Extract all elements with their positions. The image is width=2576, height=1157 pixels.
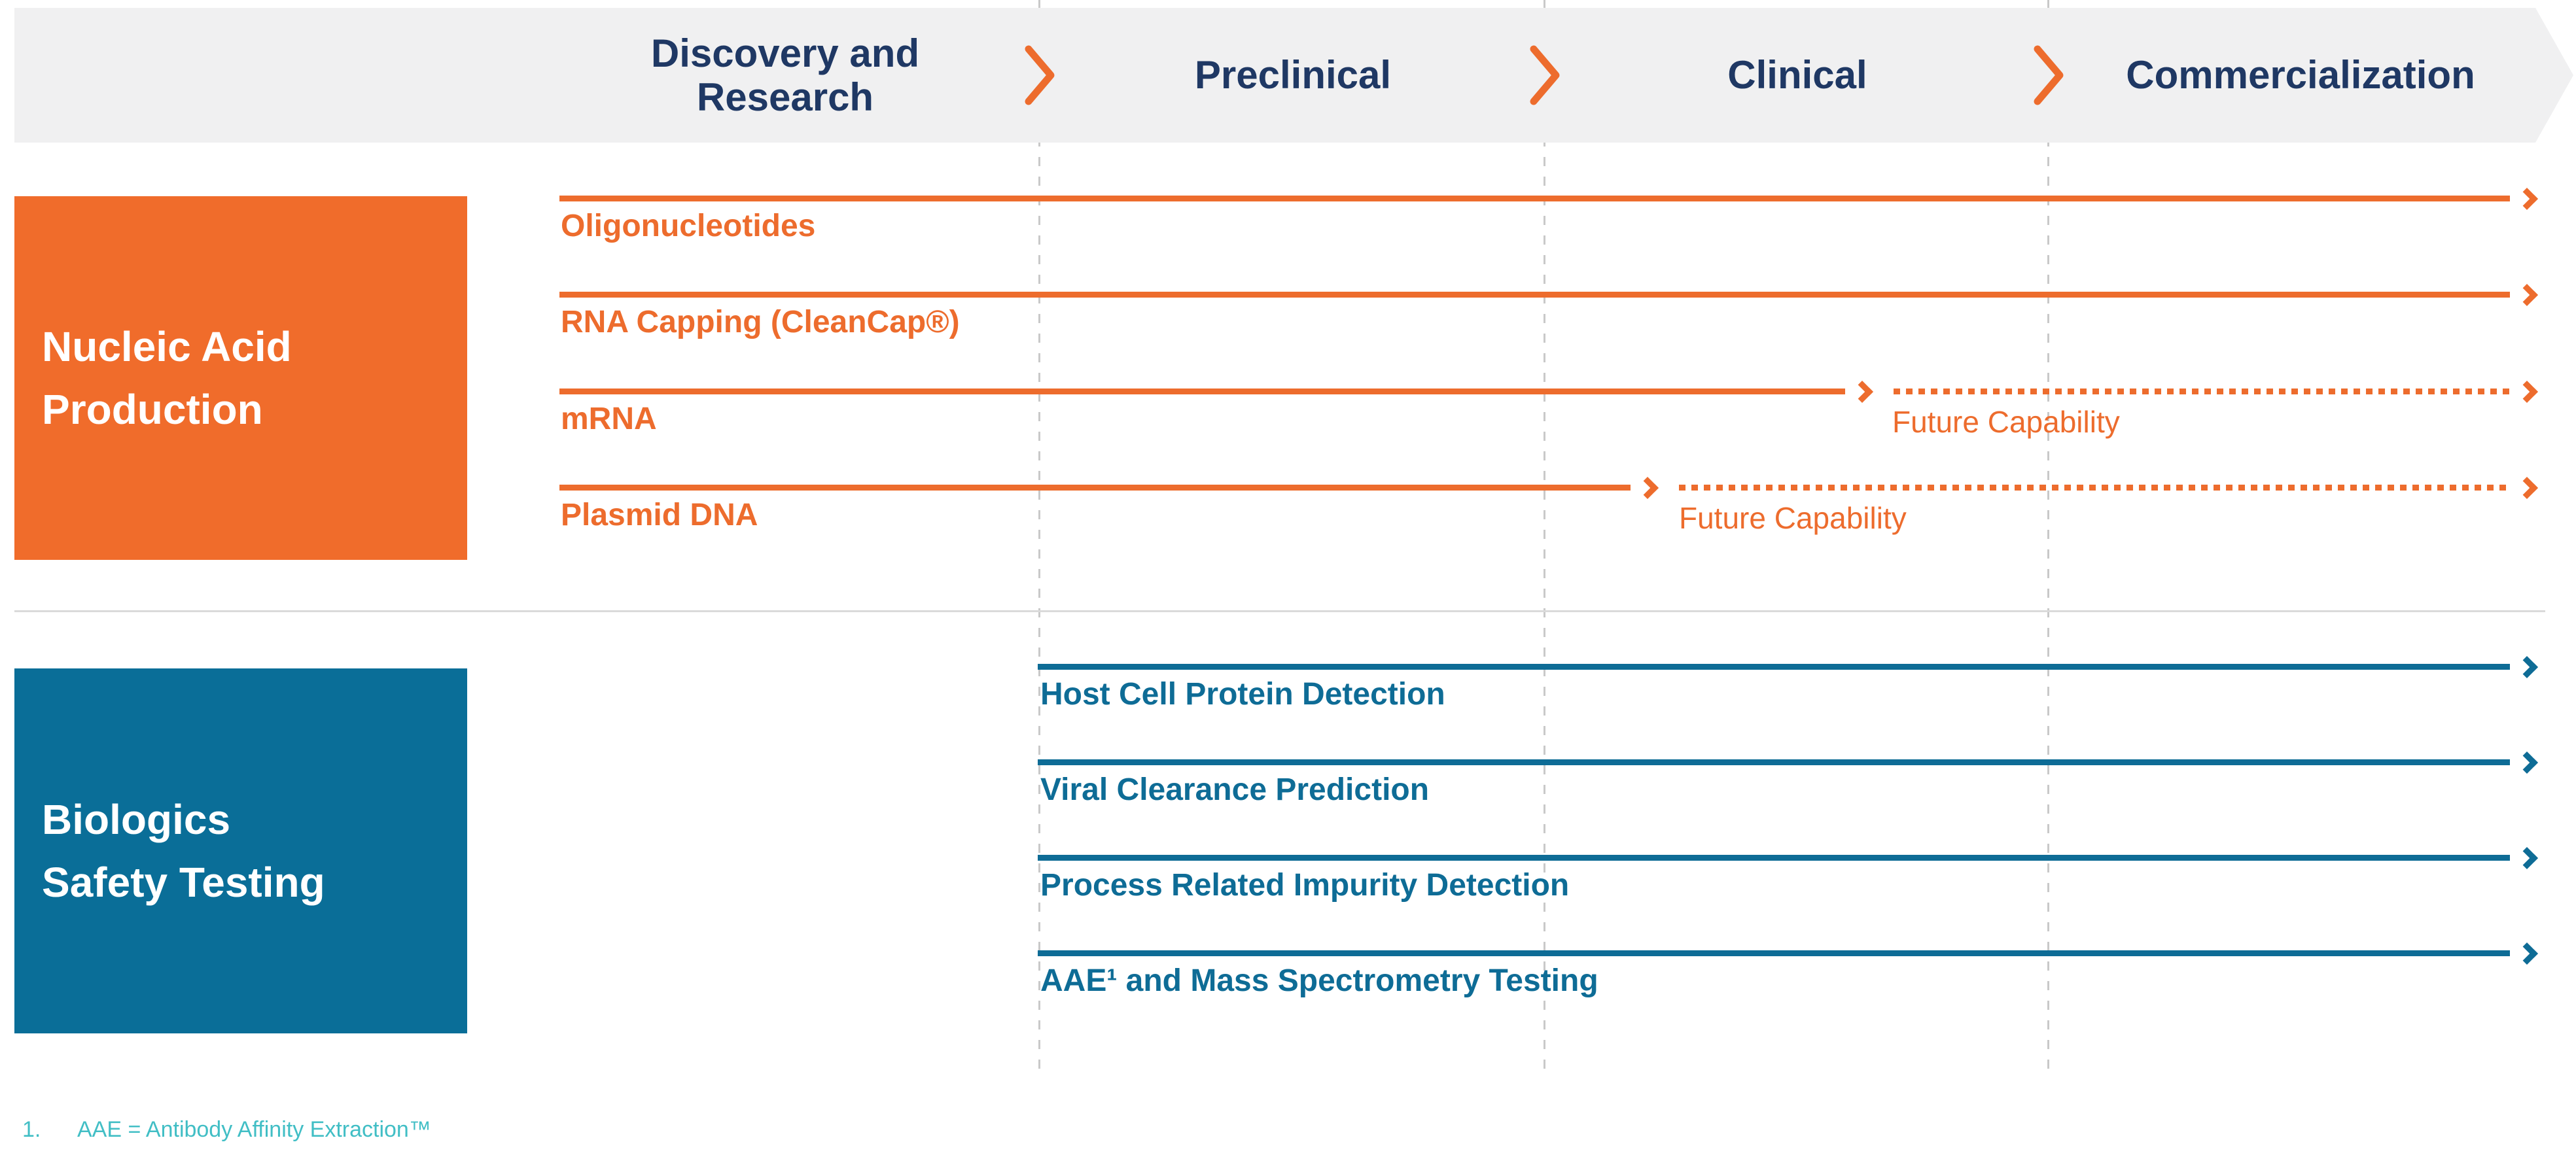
arrow-mrna-solid <box>559 380 1873 403</box>
arrowhead-icon <box>2516 187 2538 210</box>
chevron-right-icon <box>1530 45 1560 105</box>
category-box-nucleic-acid-production: Nucleic Acid Production <box>14 196 467 560</box>
future-capability-label-mrna: Future Capability <box>1892 405 2120 439</box>
arrowhead-icon <box>2516 655 2538 678</box>
arrowhead-icon <box>2516 846 2538 869</box>
arrow-plasmid-dna-solid <box>559 476 1659 499</box>
phase-label-discovery: Discovery and Research <box>650 31 920 119</box>
column-gridline-commercialization <box>2047 0 2049 1079</box>
row-label-host-cell-protein-detection: Host Cell Protein Detection <box>1040 677 1445 712</box>
phase-header-band <box>14 8 2573 143</box>
arrowhead-icon <box>2516 942 2538 965</box>
column-gridline-preclinical <box>1038 0 1040 1079</box>
phase-label-clinical: Clinical <box>1727 53 1867 97</box>
arrow-aae-mass-spectrometry-testing <box>1038 942 2538 965</box>
arrow-process-related-impurity-detection <box>1038 846 2538 869</box>
category-box-biologics-safety-testing: Biologics Safety Testing <box>14 668 467 1033</box>
arrow-rna-capping <box>559 283 2538 306</box>
arrow-viral-clearance-prediction <box>1038 751 2538 774</box>
arrowhead-icon <box>1636 476 1659 499</box>
row-label-aae-mass-spectrometry-testing: AAE¹ and Mass Spectrometry Testing <box>1040 963 1598 998</box>
arrow-host-cell-protein-detection <box>1038 655 2538 678</box>
chevron-right-icon <box>2034 45 2064 105</box>
arrowhead-icon <box>2516 380 2538 403</box>
arrowhead-icon <box>2516 476 2538 499</box>
arrow-plasmid-dna-future-dotted <box>1679 476 2538 499</box>
column-gridline-clinical <box>1544 0 1545 1079</box>
section-divider <box>14 610 2545 612</box>
future-capability-label-plasmid-dna: Future Capability <box>1679 501 1907 535</box>
category-title: Nucleic Acid Production <box>42 323 292 433</box>
footnote-number: 1. <box>22 1117 41 1142</box>
chevron-right-icon <box>1025 45 1055 105</box>
arrowhead-icon <box>1851 380 1873 403</box>
arrow-oligonucleotides <box>559 187 2538 210</box>
arrowhead-icon <box>2516 751 2538 774</box>
row-label-oligonucleotides: Oligonucleotides <box>561 209 816 243</box>
row-label-process-related-impurity-detection: Process Related Impurity Detection <box>1040 868 1570 903</box>
footnote: 1. AAE = Antibody Affinity Extraction™ <box>22 1117 431 1143</box>
row-label-plasmid-dna: Plasmid DNA <box>561 498 758 532</box>
phase-label-preclinical: Preclinical <box>1194 53 1392 97</box>
category-title: Biologics Safety Testing <box>42 796 325 906</box>
row-label-rna-capping: RNA Capping (CleanCap®) <box>561 305 960 339</box>
row-label-viral-clearance-prediction: Viral Clearance Prediction <box>1040 772 1430 807</box>
arrow-mrna-future-dotted <box>1894 380 2538 403</box>
footnote-text: AAE = Antibody Affinity Extraction™ <box>77 1117 431 1142</box>
arrowhead-icon <box>2516 283 2538 306</box>
phase-label-commercialization: Commercialization <box>2126 53 2475 97</box>
row-label-mrna: mRNA <box>561 402 657 436</box>
